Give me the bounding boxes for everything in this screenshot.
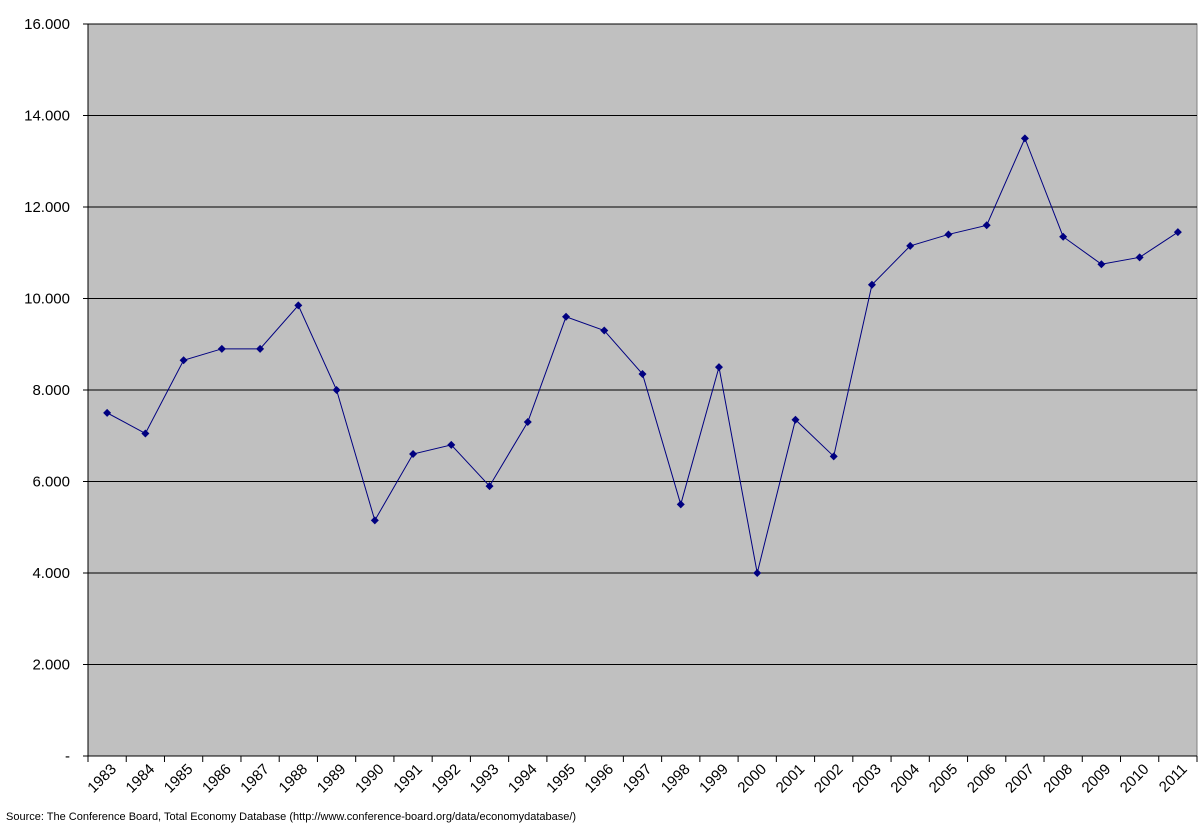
data-point [982, 221, 991, 230]
data-point [829, 452, 838, 461]
data-point [179, 356, 188, 365]
y-tick-label: - [65, 748, 70, 765]
data-point [1059, 232, 1068, 241]
x-tick-label: 1994 [505, 761, 541, 797]
data-point [867, 280, 876, 289]
x-tick-label: 1985 [161, 761, 197, 797]
data-point [217, 344, 226, 353]
data-point [1020, 134, 1029, 143]
y-tick-label: 6.000 [32, 474, 70, 491]
x-tick-label: 2008 [1040, 761, 1076, 797]
x-tick-label: 1983 [84, 761, 120, 797]
data-point [485, 482, 494, 491]
x-tick-label: 1993 [467, 761, 503, 797]
data-point [523, 418, 532, 427]
x-tick-label: 1991 [390, 761, 426, 797]
x-tick-label: 2011 [1156, 761, 1191, 796]
data-point [638, 369, 647, 378]
data-point [1135, 253, 1144, 262]
y-tick-label: 8.000 [32, 382, 70, 399]
data-point [447, 440, 456, 449]
y-tick-label: 2.000 [32, 657, 70, 674]
x-tick-label: 2010 [1117, 761, 1153, 797]
y-tick-label: 16.000 [24, 16, 70, 33]
data-point [676, 500, 685, 509]
data-point [600, 326, 609, 335]
x-tick-label: 2003 [849, 761, 885, 797]
x-tick-label: 1989 [314, 761, 350, 797]
x-tick-label: 2002 [811, 761, 847, 797]
x-tick-label: 2009 [1079, 761, 1115, 797]
x-tick-label: 1990 [352, 761, 388, 797]
x-tick-label: 1996 [581, 761, 617, 797]
x-tick-label: 2004 [887, 761, 923, 797]
x-tick-label: 1998 [658, 761, 694, 797]
data-point [906, 241, 915, 250]
source-note: Source: The Conference Board, Total Econ… [6, 811, 576, 823]
data-point [256, 344, 265, 353]
x-tick-label: 1986 [199, 761, 235, 797]
x-tick-label: 2006 [964, 761, 1000, 797]
data-point [370, 516, 379, 525]
x-tick-label: 2005 [926, 761, 962, 797]
data-point [1097, 260, 1106, 269]
x-tick-label: 1987 [237, 761, 273, 797]
y-tick-label: 4.000 [32, 565, 70, 582]
x-tick-label: 1999 [696, 761, 732, 797]
data-point [714, 363, 723, 372]
y-tick-label: 12.000 [24, 199, 70, 216]
x-tick-label: 1988 [276, 761, 312, 797]
data-point [944, 230, 953, 239]
data-point [409, 450, 418, 459]
data-point [141, 429, 150, 438]
data-point [1173, 228, 1182, 237]
data-point [294, 301, 303, 310]
x-tick-label: 1984 [123, 761, 159, 797]
x-tick-label: 2007 [1002, 761, 1038, 797]
x-tick-label: 1997 [620, 761, 656, 797]
data-point [103, 408, 112, 417]
x-tick-label: 2001 [773, 761, 809, 797]
data-point [791, 415, 800, 424]
x-tick-label: 2000 [734, 761, 770, 797]
x-tick-label: 1995 [543, 761, 579, 797]
data-point [332, 386, 341, 394]
data-point [753, 569, 762, 577]
y-tick-label: 10.000 [24, 291, 70, 308]
y-tick-label: 14.000 [24, 108, 70, 125]
data-point [562, 312, 571, 321]
x-tick-label: 1992 [429, 761, 465, 797]
